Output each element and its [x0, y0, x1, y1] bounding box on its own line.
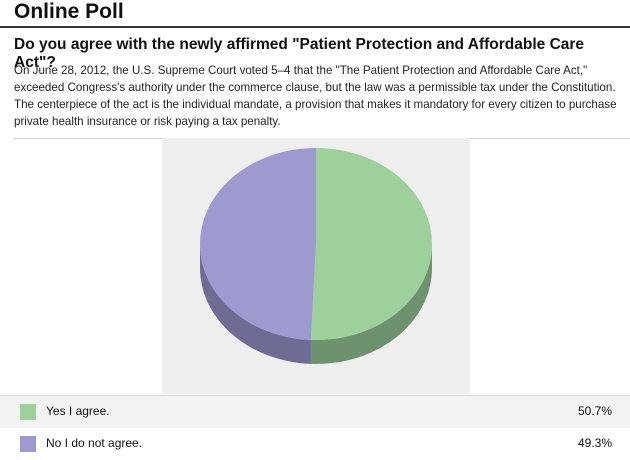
legend-swatch-yes: [20, 404, 36, 420]
legend-label-no: No I do not agree.: [46, 436, 143, 450]
poll-header: Online Poll: [0, 0, 630, 28]
poll-question: Do you agree with the newly affirmed "Pa…: [14, 36, 585, 71]
poll-title: Online Poll: [14, 0, 124, 23]
legend-label-yes: Yes I agree.: [46, 404, 110, 418]
poll-description: On June 28, 2012, the U.S. Supreme Court…: [14, 64, 617, 128]
legend-value-yes: 50.7%: [577, 404, 612, 418]
pie-chart-panel: [162, 138, 470, 394]
pie-slice-0: [310, 148, 432, 340]
legend-value-no: 49.3%: [577, 436, 612, 450]
legend-row-no: No I do not agree. 49.3%: [0, 428, 630, 460]
pie-slice-1: [199, 148, 316, 340]
pie-chart: [199, 148, 432, 364]
legend-row-yes: Yes I agree. 50.7%: [0, 395, 630, 429]
legend-swatch-no: [20, 436, 36, 452]
pie-slice-side-1: [200, 244, 311, 364]
pie-slice-side-0: [310, 244, 432, 364]
